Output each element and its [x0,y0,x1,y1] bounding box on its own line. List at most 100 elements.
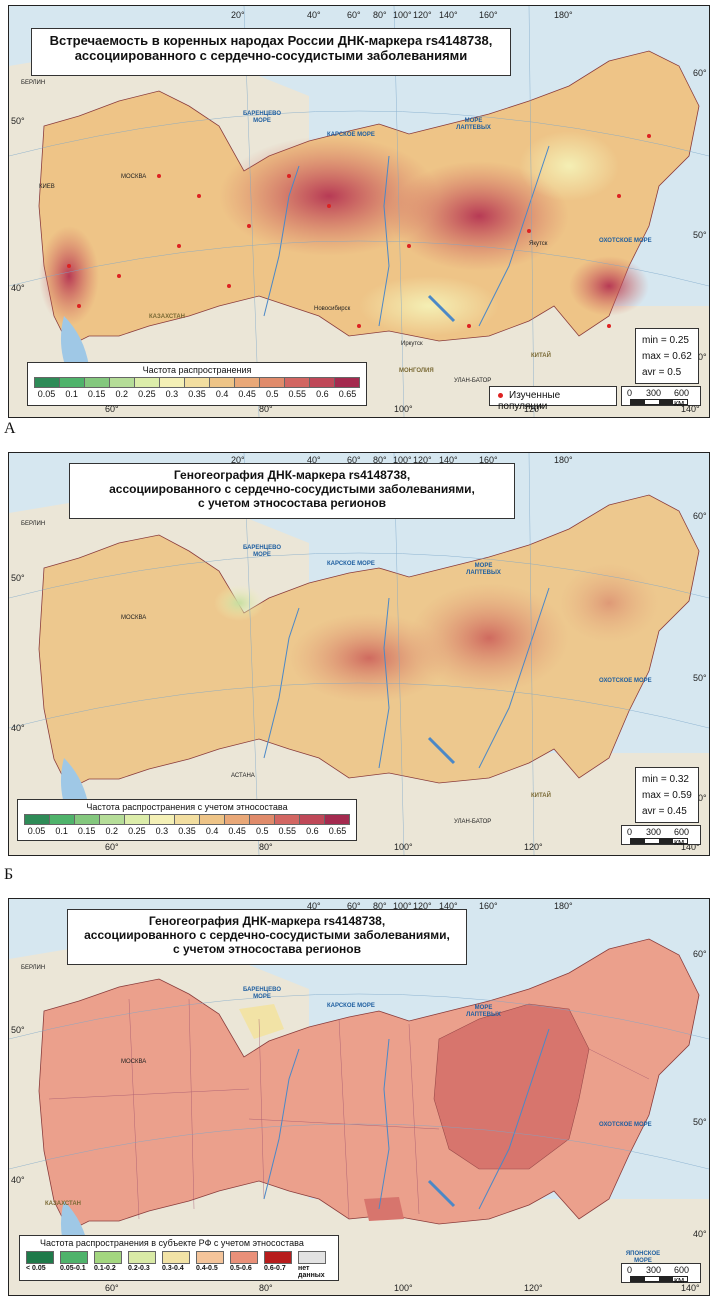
stat-max-b: max = 0.59 [642,790,692,801]
map-c-canvas [9,938,709,1295]
legend-a-tick: 0.35 [188,389,206,399]
legend-b-ticks: 0.05 0.1 0.15 0.2 0.25 0.3 0.35 0.4 0.45 0.5 0.55 0… [24,826,350,836]
legend-a-tick: 0.55 [288,389,307,399]
stat-min-b: min = 0.32 [642,774,689,785]
lon-top-a-2: 40° [307,10,321,20]
category-label: 0.05-0.1 [60,1265,86,1272]
scale-label-0: 0 [627,1265,633,1275]
lon-top-b-2: 40° [307,455,321,465]
ramp-b-swatch [24,814,49,825]
lon-top-c-4: 100° [393,901,412,911]
city-berlin-a: БЕРЛИН [21,80,46,86]
legend-b-tick: 0.45 [228,826,246,836]
stats-box-a: min = 0.25 max = 0.62 avr = 0.5 [635,328,699,384]
lon-bottom-c-1: 60° [105,1283,119,1293]
legend-c-swatches [26,1251,332,1264]
lon-top-b-7: 140° [439,455,458,465]
city-moscow-c: МОСКВА [121,1059,147,1065]
ramp-b-swatch [249,814,274,825]
lon-top-c-3: 80° [373,901,387,911]
category-label: 0.2-0.3 [128,1265,150,1272]
lon-bottom-b-1: 60° [105,842,119,852]
sea-okhotsk-c: ОХОТСКОЕ МОРЕ [599,1122,652,1128]
ramp-b-swatch [274,814,299,825]
legend-b-tick: 0.3 [155,826,169,836]
legend-a-tick: 0.6 [316,389,329,399]
lat-left-a-1: 50° [11,116,25,126]
lon-bottom-c-3: 100° [394,1283,413,1293]
legend-a-ramp [34,377,360,388]
stat-avr-b: avr = 0.45 [642,806,687,817]
legend-a-tick: 0.4 [215,389,229,399]
city-berlin-b: БЕРЛИН [21,521,46,527]
lon-top-a-6: 120° [413,10,432,20]
legend-b-ramp [24,814,350,825]
map-title-b: Геногеография ДНК-маркера rs4148738, асс… [69,463,515,519]
category-label: < 0.05 [26,1265,46,1272]
ramp-b-swatch [299,814,324,825]
sea-laptev-b: МОРЕ ЛАПТЕВЫХ [466,563,501,576]
lon-top-a-8: 160° [479,10,498,20]
lon-bottom-a-3: 100° [394,404,413,414]
city-yakutsk-a: Якутск [529,241,548,247]
population-dot-icon [498,392,503,398]
legend-b-tick: 0.05 [27,826,46,836]
category-label: нет данных [298,1265,325,1279]
sea-laptev-c: МОРЕ ЛАПТЕВЫХ [466,1005,501,1018]
scale-label-300: 300 [646,1265,662,1275]
category-label: 0.5-0.6 [230,1265,252,1272]
scale-label-300: 300 [646,388,662,398]
ramp-a-swatch [184,377,209,388]
lat-left-b-2: 40° [11,723,25,733]
scale-graphic [630,399,688,405]
category-swatch [26,1251,54,1264]
scale-graphic [630,1276,688,1282]
country-china-a: КИТАЙ [531,353,551,359]
category-label: 0.6-0.7 [264,1265,286,1272]
lon-top-c-1: 40° [307,901,321,911]
lon-top-b-1: 20° [231,455,245,465]
lon-top-c-8: 180° [554,901,573,911]
map-a-canvas [9,6,709,417]
lon-top-c-7: 160° [479,901,498,911]
lon-bottom-c-5: 140° [681,1283,700,1293]
city-moscow-a: МОСКВА [121,174,147,180]
lat-right-c-1: 60° [693,949,707,959]
ramp-b-swatch [199,814,224,825]
lat-right-a-3: 40° [693,352,707,362]
legend-a-tick: 0.5 [265,389,279,399]
lon-bottom-b-3: 100° [394,842,413,852]
legend-a-tick: 0.2 [115,389,129,399]
legend-b-tick: 0.65 [328,826,347,836]
category-swatch [196,1251,224,1264]
title-c-line-1: Геногеография ДНК-маркера rs4148738, [148,914,386,928]
ramp-b-swatch [149,814,174,825]
lon-top-a-5: 100° [393,10,412,20]
legend-a-ticks: 0.05 0.1 0.15 0.2 0.25 0.3 0.35 0.4 0.45 0.5 0.55 0… [34,389,360,399]
map-panel-c: Геногеография ДНК-маркера rs4148738, асс… [8,898,710,1296]
category-swatch [264,1251,292,1264]
ramp-b-swatch [99,814,124,825]
lat-right-b-1: 60° [693,511,707,521]
legend-b: Частота распространения с учетом этносос… [17,799,357,841]
city-moscow-b: МОСКВА [121,615,147,621]
sea-okhotsk-a: ОХОТСКОЕ МОРЕ [599,238,652,244]
title-a-line-1: Встречаемость в коренных народах России … [49,33,493,48]
legend-a-tick: 0.05 [37,389,56,399]
legend-b-tick: 0.6 [306,826,319,836]
legend-a-tick: 0.1 [65,389,78,399]
population-legend-a: Изученные популяции [489,386,617,412]
country-china-b: КИТАЙ [531,793,551,799]
category-label: 0.1-0.2 [94,1265,116,1272]
ramp-b-swatch [174,814,199,825]
ramp-a-swatch [284,377,309,388]
city-ulanbator-a: УЛАН-БАТОР [454,378,492,384]
sea-japan-c: ЯПОНСКОЕ МОРЕ [625,1251,661,1264]
lon-top-c-5: 120° [413,901,432,911]
city-astana-b: АСТАНА [231,773,255,779]
lon-bottom-b-5: 140° [681,842,700,852]
russia-area-c [38,938,700,1232]
category-swatch [60,1251,88,1264]
lon-top-a-4: 80° [373,10,387,20]
lat-right-a-2: 50° [693,230,707,240]
